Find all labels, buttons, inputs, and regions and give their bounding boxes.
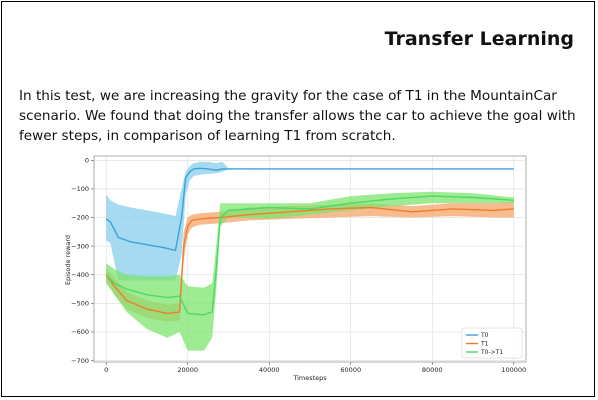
series-line-3 — [105, 195, 514, 316]
series-band-1 — [106, 161, 514, 281]
x-tick-label: 0 — [104, 366, 108, 374]
legend-label-3: T0->T1 — [480, 349, 503, 356]
legend-label-2: T1 — [480, 341, 489, 348]
x-tick-label: 20000 — [177, 366, 198, 374]
y-tick-label: −400 — [71, 271, 89, 279]
y-tick-label: −100 — [71, 185, 89, 193]
lines — [105, 167, 514, 316]
x-tick-label: 40000 — [259, 366, 280, 374]
x-tick-label: 80000 — [422, 366, 443, 374]
x-tick-label: 60000 — [340, 366, 361, 374]
series-band-3 — [106, 191, 514, 351]
slide-body-text: In this test, we are increasing the grav… — [19, 88, 576, 144]
bands — [106, 161, 514, 351]
y-tick-label: 0 — [85, 156, 89, 164]
x-ticks: 0 20000 40000 60000 80000 100000 — [104, 362, 526, 374]
series-line-1 — [105, 167, 514, 252]
y-axis-label: Episode reward — [64, 235, 72, 285]
legend-label-1: T0 — [480, 332, 489, 339]
y-tick-label: −200 — [71, 214, 89, 222]
y-ticks: 0 −100 −200 −300 −400 −500 −600 −700 — [71, 156, 94, 365]
y-tick-label: −300 — [71, 242, 89, 250]
chart: 0 −100 −200 −300 −400 −500 −600 −700 0 20000 4000… — [64, 155, 527, 382]
grid — [94, 156, 526, 362]
y-tick-label: −600 — [71, 328, 89, 336]
slide-title: Transfer Learning — [384, 28, 574, 50]
x-axis-label: Timesteps — [292, 374, 327, 382]
x-tick-label: 100000 — [501, 366, 526, 374]
series-line-2 — [105, 206, 514, 315]
y-tick-label: −500 — [71, 300, 89, 308]
y-tick-label: −700 — [71, 357, 89, 365]
